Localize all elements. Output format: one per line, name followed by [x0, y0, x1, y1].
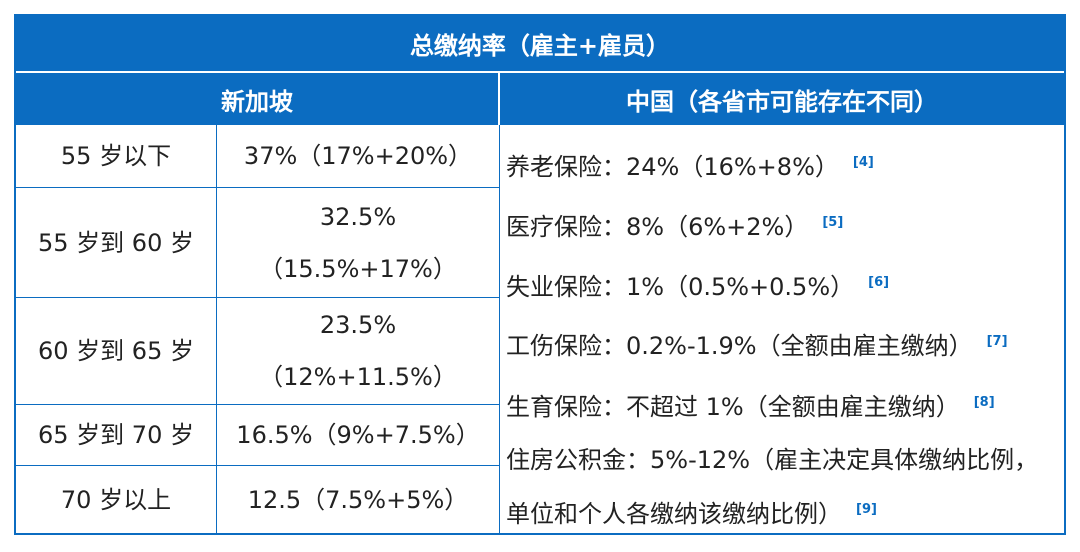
list-item: 失业保险：1%（0.5%+0.5%） [6] — [506, 267, 889, 302]
rate-line: 37%（17%+20%） — [243, 142, 473, 170]
reference-link[interactable]: [6] — [868, 275, 890, 290]
rate-line: 23.5% — [319, 311, 397, 339]
rate-line: （15.5%+17%） — [259, 254, 457, 283]
age-cell: 55 岁到 60 岁 — [16, 188, 217, 298]
list-item: 住房公积金：5%-12%（雇主决定具体缴纳比例，单位和个人各缴纳该缴纳比例） [9… — [506, 435, 1056, 539]
insurance-text: 医疗保险：8%（6%+2%） — [506, 213, 809, 241]
reference-link[interactable]: [4] — [852, 155, 874, 170]
china-insurance-list: 养老保险：24%（16%+8%） [4] 医疗保险：8%（6%+2%） [5] 失业… — [506, 125, 1060, 533]
reference-link[interactable]: [5] — [822, 215, 844, 230]
insurance-text: 住房公积金：5%-12%（雇主决定具体缴纳比例，单位和个人各缴纳该缴纳比例） — [506, 446, 1039, 528]
age-cell: 55 岁以下 — [16, 125, 217, 188]
rate-line: （12%+11.5%） — [259, 363, 457, 391]
reference-link[interactable]: [8] — [973, 395, 995, 410]
age-cell: 60 岁到 65 岁 — [16, 298, 217, 405]
country-header-row: 新加坡 中国（各省市可能存在不同） — [16, 73, 1064, 125]
list-item: 医疗保险：8%（6%+2%） [5] — [506, 207, 843, 242]
age-cell: 70 岁以上 — [16, 466, 217, 533]
contribution-rate-table: 总缴纳率（雇主+雇员） 新加坡 中国（各省市可能存在不同） 55 岁以下 37%… — [14, 14, 1066, 535]
list-item: 养老保险：24%（16%+8%） [4] — [506, 147, 874, 182]
rate-line: 32.5% — [319, 202, 397, 231]
table-title: 总缴纳率（雇主+雇员） — [16, 16, 1064, 73]
age-cell: 65 岁到 70 岁 — [16, 405, 217, 466]
reference-link[interactable]: [7] — [986, 334, 1008, 349]
insurance-text: 生育保险：不超过 1%（全额由雇主缴纳） — [506, 393, 960, 421]
reference-link[interactable]: [9] — [856, 502, 877, 517]
rate-cell: 32.5% （15.5%+17%） — [217, 188, 500, 298]
list-item: 工伤保险：0.2%-1.9%（全额由雇主缴纳） [7] — [506, 326, 1008, 361]
list-item: 生育保险：不超过 1%（全额由雇主缴纳） [8] — [506, 387, 995, 422]
singapore-header: 新加坡 — [16, 73, 500, 125]
rate-cell: 12.5（7.5%+5%） — [217, 466, 500, 533]
rate-line: 16.5%（9%+7.5%） — [236, 421, 480, 449]
rate-cell: 37%（17%+20%） — [217, 125, 500, 188]
insurance-text: 养老保险：24%（16%+8%） — [506, 153, 839, 181]
china-header: 中国（各省市可能存在不同） — [626, 87, 938, 116]
rate-cell: 23.5% （12%+11.5%） — [217, 298, 500, 405]
rate-line: 12.5（7.5%+5%） — [247, 485, 469, 514]
rate-cell: 16.5%（9%+7.5%） — [217, 405, 500, 466]
insurance-text: 失业保险：1%（0.5%+0.5%） — [506, 273, 855, 301]
insurance-text: 工伤保险：0.2%-1.9%（全额由雇主缴纳） — [506, 332, 973, 360]
